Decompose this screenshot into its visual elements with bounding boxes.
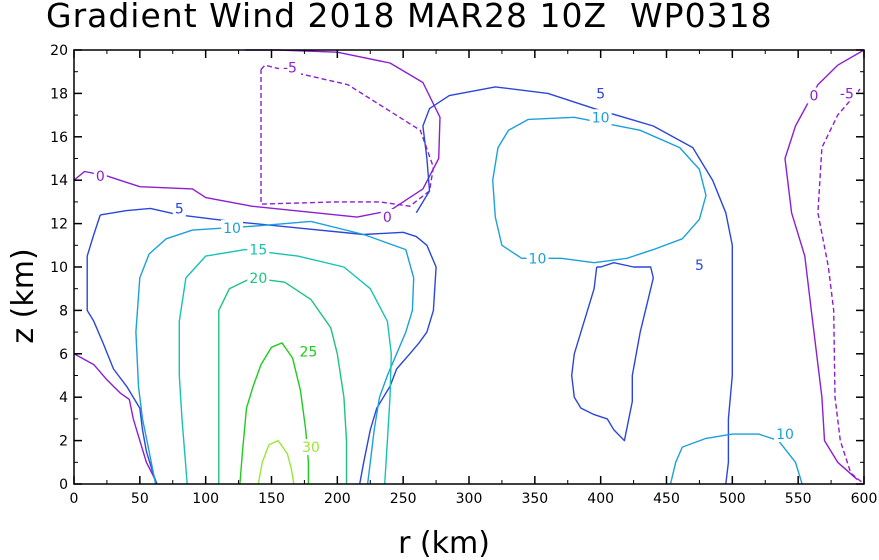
- y-tick-label: 0: [59, 477, 68, 493]
- x-tick-label: 450: [653, 491, 680, 507]
- contour-line-10-9: [135, 220, 312, 485]
- contour-label-7: 5: [695, 258, 704, 274]
- y-axis-label: z (km): [6, 248, 41, 343]
- y-tick-label: 20: [50, 43, 68, 59]
- contour-line-0-4: [73, 353, 158, 485]
- y-tick-label: 10: [50, 260, 68, 276]
- contour-label-bg: [774, 426, 796, 443]
- x-tick-label: 400: [587, 491, 614, 507]
- y-tick-label: 18: [50, 86, 68, 102]
- plot-frame: [73, 49, 865, 485]
- y-tick-label: 12: [50, 217, 68, 233]
- y-tick-label: 14: [50, 173, 68, 189]
- x-tick-label: 600: [851, 491, 878, 507]
- contour-line-0-3: [784, 49, 865, 481]
- contour-label-8: 10: [223, 221, 241, 237]
- contour-label-12: 15: [249, 243, 267, 259]
- y-tick-label: 6: [59, 347, 68, 363]
- contour-line-5-8: [571, 262, 654, 442]
- contour-label-bg: [300, 439, 322, 456]
- contour-label-bg: [93, 167, 107, 184]
- contour-label-bg: [807, 87, 821, 104]
- x-axis-label: r (km): [398, 526, 490, 560]
- contour-label-9: 10: [592, 110, 610, 126]
- x-tick-label: 200: [324, 491, 351, 507]
- contour-labels: -5 -5 0 0 0 5 5 5 10 10 10 10 15 20 25 30: [93, 59, 858, 456]
- contour-label-1: -5: [840, 86, 854, 102]
- contour-label-5: 5: [175, 201, 184, 217]
- contour-label-bg: [594, 85, 608, 102]
- contour-label-bg: [526, 250, 549, 267]
- x-tick-label: 250: [390, 491, 417, 507]
- contour-label-bg: [247, 269, 270, 286]
- contour-label-bg: [380, 209, 394, 226]
- x-tick-label: 0: [70, 491, 79, 507]
- contour-line-10-12: [669, 433, 803, 485]
- y-tick-label: 8: [59, 303, 68, 319]
- contour-line-10-10: [310, 220, 415, 485]
- contour-line-5-6: [86, 214, 158, 485]
- x-tick-label: 350: [521, 491, 548, 507]
- chart-title: Gradient Wind 2018 MAR28 10Z WP0318: [46, 0, 773, 35]
- contour-label-bg: [835, 85, 858, 102]
- x-tick-label: 300: [456, 491, 483, 507]
- contour-line-20-15: [218, 277, 348, 484]
- x-tick-label: 500: [719, 491, 746, 507]
- contour-line-5-5: [100, 207, 437, 485]
- contour-label-bg: [589, 109, 612, 126]
- contour-label-bg: [172, 200, 186, 217]
- contour-line--5-1: [817, 88, 865, 485]
- contour-line-15-13: [178, 248, 246, 485]
- x-tick-label: 100: [192, 491, 219, 507]
- contour-label-0: -5: [283, 60, 297, 76]
- contour-label-10: 10: [529, 251, 547, 267]
- contour-label-bg: [278, 59, 301, 76]
- y-tick-label: 2: [59, 434, 68, 450]
- contour-label-4: 0: [810, 89, 819, 105]
- x-tick-label: 50: [131, 491, 149, 507]
- y-tick-label: 4: [59, 390, 68, 406]
- y-tick-label: 16: [50, 130, 68, 146]
- contour-line--5-0: [260, 64, 435, 207]
- contour-line-25-16: [239, 342, 310, 485]
- contour-label-6: 5: [596, 86, 605, 102]
- y-axis: 0 2 4 6 8 10 12 14 16 18 20: [50, 43, 864, 493]
- contour-line-15-14: [245, 248, 392, 485]
- contour-line-10-11: [492, 116, 707, 264]
- contour-label-bg: [692, 256, 706, 273]
- contour-label-bg: [297, 343, 320, 360]
- contour-label-bg: [221, 219, 243, 236]
- contour-label-14: 25: [299, 345, 317, 361]
- contour-label-bg: [247, 241, 270, 258]
- x-tick-label: 550: [785, 491, 812, 507]
- x-tick-label: 150: [258, 491, 285, 507]
- contour-label-15: 30: [302, 440, 320, 456]
- contour-label-3: 0: [383, 210, 392, 226]
- contour-lines: [73, 49, 865, 485]
- contour-line-30-17: [257, 439, 295, 485]
- contour-line-5-7: [415, 86, 733, 485]
- x-axis: 0 50 100 150 200 250 300 350 400 450 500 550 600: [70, 50, 878, 507]
- contour-label-2: 0: [96, 169, 105, 185]
- contour-label-13: 20: [249, 271, 267, 287]
- contour-line-0-2: [73, 49, 441, 218]
- contour-label-11: 10: [776, 427, 794, 443]
